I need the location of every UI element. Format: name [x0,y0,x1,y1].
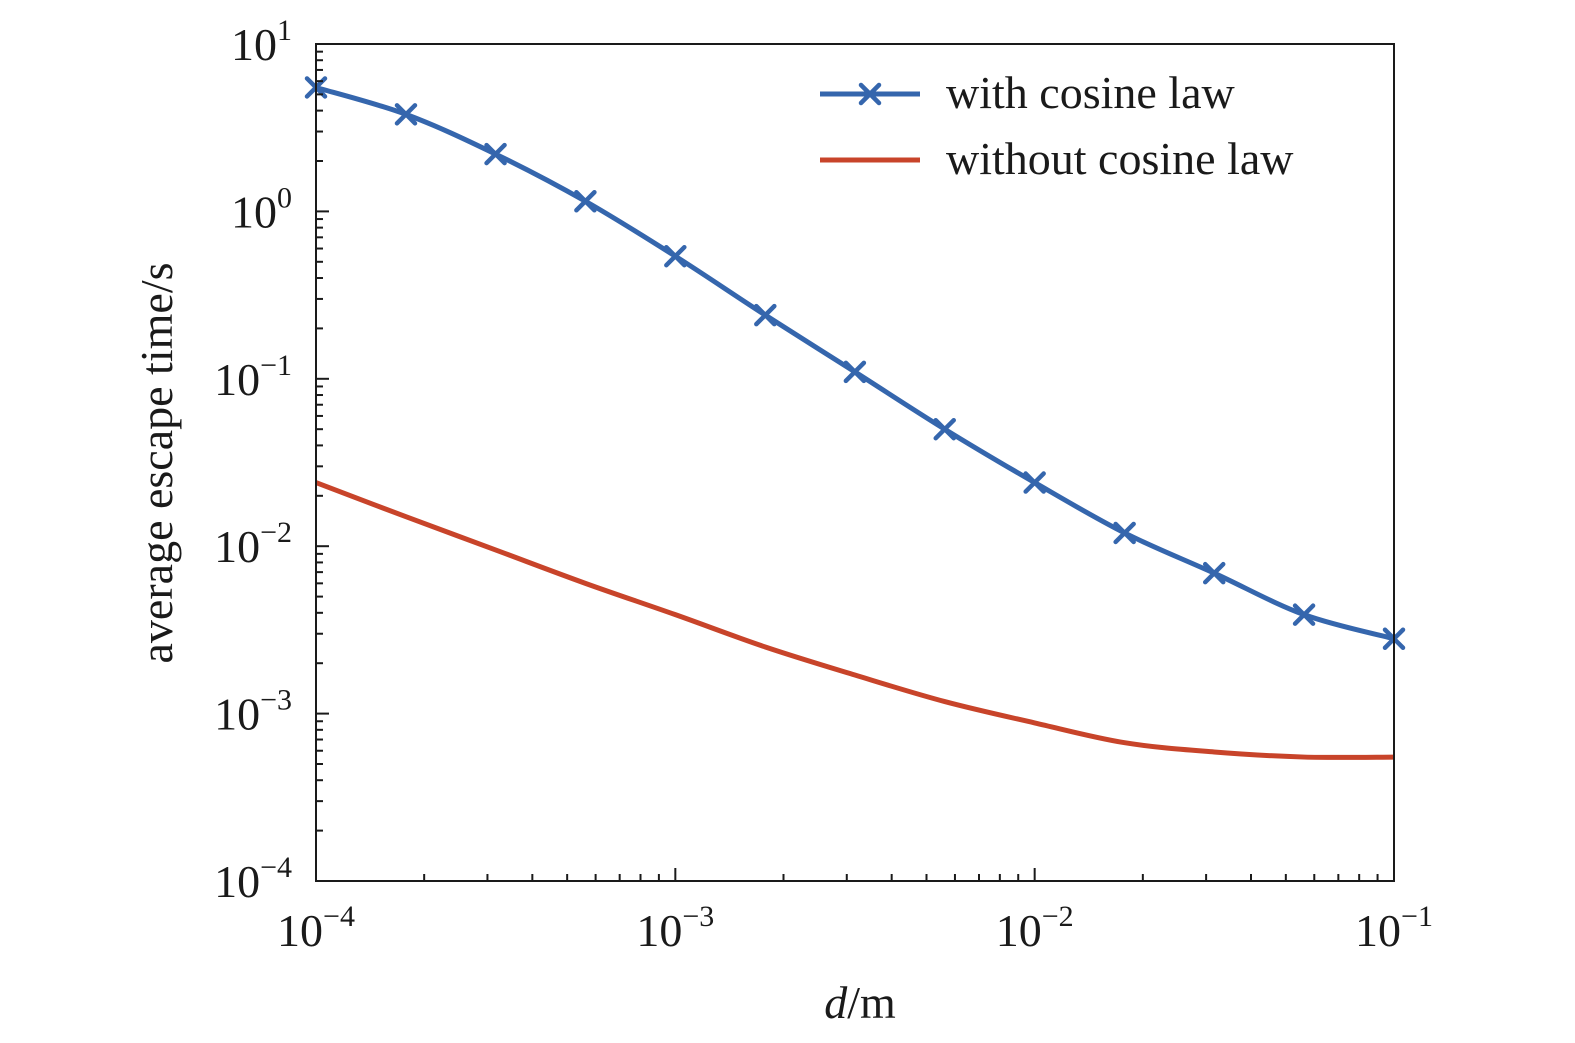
data-point-marker [394,103,418,126]
y-tick-label: 10−1 [214,349,292,405]
data-point-marker [664,244,687,268]
data-point-marker [1202,561,1226,585]
x-tick-label: 10−4 [277,900,355,956]
y-tick-label: 100 [231,181,292,237]
y-tick-label: 101 [231,14,292,70]
ticks-layer: 10−4 10−3 10−2 10−1 10−4 10−3 10−2 10−1 100 101 [214,14,1433,956]
x-tick-label: 10−2 [996,900,1074,956]
x-tick-label: 10−1 [1355,900,1433,956]
y-tick-label: 10−2 [214,516,292,572]
legend-label: with cosine law [946,67,1235,118]
legend-item-1: with cosine law [820,67,1235,118]
data-point-marker [484,142,507,166]
x-axis-label-unit: /m [847,977,896,1028]
series-layer [304,76,1406,760]
y-axis-label: average escape time/s [131,263,182,664]
x-axis-label-var: d [824,977,848,1028]
legend: with cosine law without cosine law [820,67,1294,184]
data-point-marker [933,417,956,441]
series-2 [315,480,1395,760]
data-point-marker [1113,521,1136,545]
legend-item-2: without cosine law [820,133,1294,184]
series-1 [304,76,1406,650]
data-point-marker [574,189,597,213]
data-point-marker [1023,471,1046,494]
series-line [315,480,1395,760]
y-tick-label: 10−3 [214,684,292,740]
plot-frame [315,43,1395,882]
data-point-marker [754,303,777,327]
x-axis-label: d/m [824,977,896,1028]
legend-label: without cosine law [946,133,1294,184]
x-tick-label: 10−3 [636,900,714,956]
y-tick-label: 10−4 [214,851,292,907]
data-point-marker [1292,603,1316,626]
legend-marker [858,82,882,106]
data-point-marker [843,360,867,384]
